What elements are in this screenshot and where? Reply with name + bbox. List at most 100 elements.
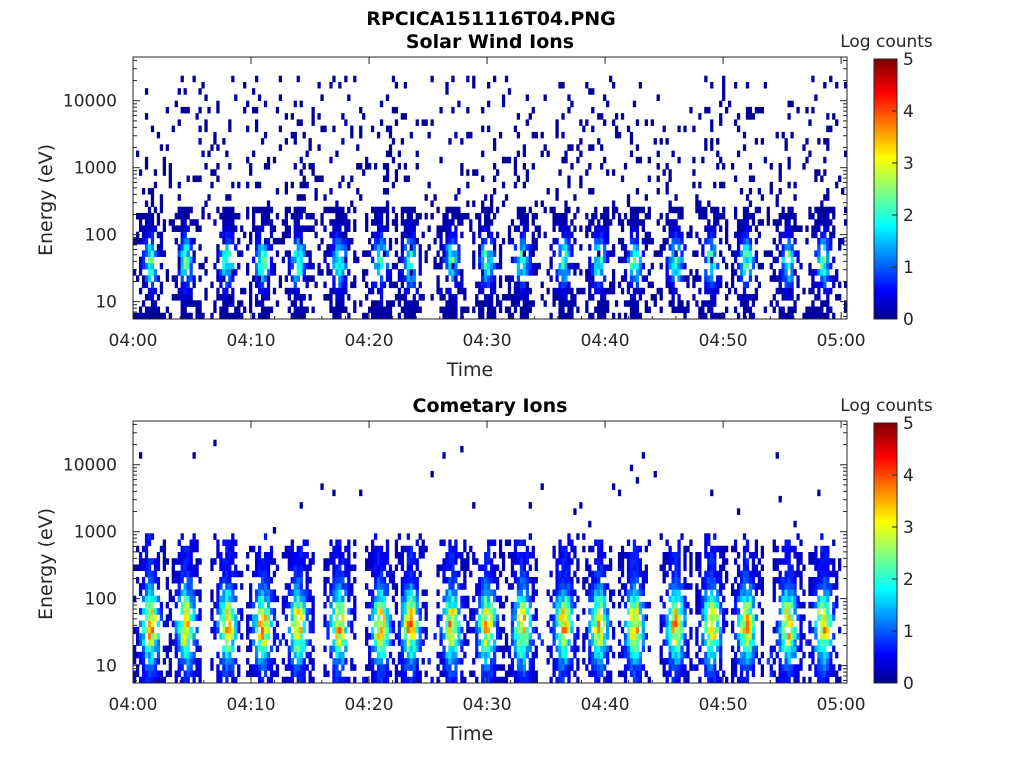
- heatmap-cell: [338, 237, 342, 245]
- heatmap-cell: [751, 294, 756, 301]
- heatmap-cell: [647, 676, 651, 683]
- heatmap-cell: [713, 262, 717, 270]
- heatmap-cell: [454, 194, 458, 201]
- heatmap-cell: [748, 256, 753, 264]
- heatmap-cell: [257, 262, 262, 270]
- heatmap-cell: [371, 608, 375, 615]
- heatmap-cell: [748, 294, 753, 301]
- heatmap-cell: [180, 212, 184, 220]
- heatmap-cell: [287, 552, 291, 559]
- heatmap-cell: [629, 294, 634, 301]
- heatmap-cell: [400, 219, 405, 226]
- heatmap-cell: [781, 312, 785, 319]
- heatmap-cell: [379, 100, 384, 108]
- heatmap-cell: [373, 576, 378, 584]
- heatmap-cell: [394, 545, 399, 553]
- heatmap-cell: [296, 262, 300, 270]
- heatmap-cell: [832, 225, 836, 232]
- heatmap-cell: [252, 639, 256, 646]
- heatmap-cell: [379, 275, 384, 282]
- heatmap-cell: [564, 620, 568, 628]
- heatmap-cell: [344, 256, 348, 264]
- heatmap-cell: [183, 262, 187, 270]
- heatmap-cell: [362, 269, 366, 276]
- heatmap-cell: [710, 250, 714, 257]
- heatmap-cell: [299, 206, 303, 214]
- heatmap-cell: [826, 287, 830, 295]
- heatmap-cell: [275, 670, 280, 678]
- heatmap-cell: [725, 231, 729, 239]
- heatmap-cell: [748, 225, 753, 232]
- heatmap-cell: [397, 651, 402, 659]
- heatmap-cell: [778, 212, 782, 220]
- heatmap-cell: [632, 583, 637, 590]
- heatmap-cell: [445, 633, 449, 640]
- heatmap-cell: [722, 163, 726, 170]
- heatmap-cell: [552, 225, 556, 232]
- heatmap-cell: [457, 570, 461, 578]
- heatmap-cell: [531, 639, 535, 646]
- heatmap-cell: [504, 156, 509, 164]
- heatmap-cell: [254, 75, 259, 83]
- heatmap-cell: [501, 664, 506, 671]
- heatmap-cell: [576, 287, 580, 295]
- heatmap-cell: [156, 608, 161, 615]
- heatmap-cell: [823, 225, 827, 232]
- heatmap-cell: [240, 225, 244, 232]
- heatmap-cell: [228, 651, 232, 659]
- heatmap-cell: [362, 250, 366, 257]
- heatmap-cell: [421, 294, 425, 301]
- heatmap-cell: [609, 595, 613, 603]
- heatmap-cell: [629, 131, 634, 139]
- heatmap-cell: [278, 275, 283, 282]
- heatmap-cell: [492, 250, 497, 257]
- heatmap-cell: [293, 300, 297, 307]
- heatmap-cell: [406, 275, 410, 282]
- heatmap-cell: [814, 94, 818, 101]
- heatmap-cell: [635, 608, 640, 615]
- heatmap-cell: [329, 552, 333, 559]
- heatmap-cell: [561, 545, 565, 553]
- heatmap-cell: [400, 113, 405, 120]
- heatmap-cell: [394, 294, 399, 301]
- heatmap-cell: [704, 300, 708, 307]
- heatmap-cell: [371, 570, 375, 578]
- heatmap-cell: [186, 275, 190, 282]
- heatmap-cell: [528, 502, 532, 509]
- heatmap-cell: [481, 614, 485, 621]
- heatmap-cell: [668, 206, 672, 214]
- heatmap-cell: [579, 287, 583, 295]
- heatmap-cell: [484, 583, 488, 590]
- heatmap-cell: [516, 614, 521, 621]
- heatmap-cell: [629, 312, 634, 319]
- heatmap-cell: [168, 219, 172, 226]
- heatmap-cell: [448, 206, 452, 214]
- heatmap-cell: [156, 312, 161, 319]
- heatmap-cell: [290, 539, 294, 547]
- heatmap-cell: [638, 312, 643, 319]
- heatmap-cell: [507, 275, 512, 282]
- heatmap-cell: [638, 651, 643, 659]
- heatmap-cell: [228, 620, 232, 628]
- heatmap-cell: [564, 639, 568, 646]
- heatmap-cell: [492, 306, 497, 314]
- heatmap-cell: [293, 552, 297, 559]
- heatmap-cell: [296, 256, 300, 264]
- heatmap-cell: [338, 281, 342, 289]
- heatmap-cell: [451, 212, 455, 220]
- heatmap-cell: [629, 620, 634, 628]
- heatmap-cell: [171, 576, 175, 584]
- heatmap-cell: [591, 281, 595, 289]
- heatmap-cell: [635, 225, 640, 232]
- heatmap-cell: [531, 244, 535, 251]
- heatmap-cell: [507, 651, 512, 659]
- heatmap-cell: [513, 552, 518, 559]
- heatmap-cell: [317, 262, 321, 270]
- heatmap-cell: [451, 256, 455, 264]
- heatmap-cell: [156, 651, 161, 659]
- heatmap-cell: [564, 237, 568, 245]
- heatmap-cell: [555, 287, 559, 295]
- heatmap-cell: [284, 664, 288, 671]
- heatmap-cell: [525, 300, 529, 307]
- heatmap-cell: [692, 156, 696, 164]
